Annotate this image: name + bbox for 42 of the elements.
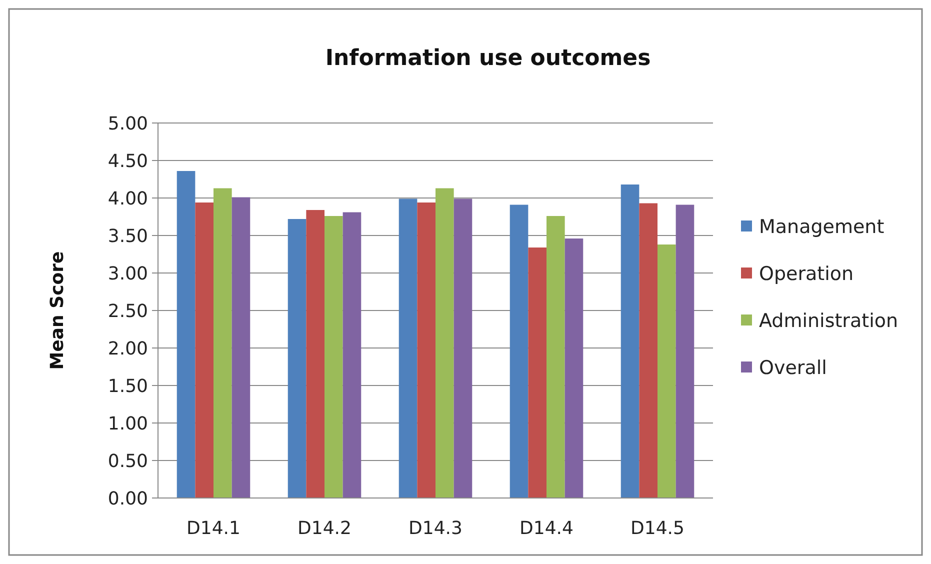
bar [342, 212, 362, 498]
bar [620, 184, 640, 498]
bar [232, 197, 250, 498]
bar [195, 202, 214, 498]
y-tick-label: 1.00 [108, 413, 148, 434]
bar [676, 204, 694, 498]
y-tick-label: 5.00 [108, 113, 148, 134]
bar [564, 238, 584, 498]
bar [436, 188, 454, 498]
legend-label: Administration [759, 310, 898, 332]
bar [658, 244, 676, 498]
bar [214, 188, 232, 498]
bar [528, 248, 546, 498]
bar [510, 204, 528, 498]
y-axis-title: Mean Score [47, 251, 68, 370]
bar [306, 210, 324, 498]
bar [176, 171, 196, 498]
legend-label: Management [759, 216, 884, 238]
legend-label: Overall [759, 357, 827, 380]
y-tick-label: 3.00 [108, 263, 148, 284]
y-tick-label: 3.50 [108, 226, 148, 247]
bar [639, 203, 658, 498]
y-tick-label: 1.50 [108, 376, 148, 397]
x-tick-label: D14.1 [186, 518, 240, 539]
y-tick-label: 4.00 [108, 188, 148, 210]
y-tick-label: 2.00 [108, 338, 148, 360]
bar [417, 202, 436, 498]
y-tick-label: 0.50 [108, 450, 148, 472]
bar [324, 216, 343, 498]
bar [546, 216, 565, 498]
y-tick-label: 4.50 [108, 150, 148, 172]
chart-title: Information use outcomes [325, 46, 651, 71]
bar [288, 219, 306, 498]
bar [454, 198, 472, 498]
y-tick-label: 0.00 [108, 488, 148, 510]
x-tick-label: D14.3 [408, 518, 462, 539]
x-tick-label: D14.4 [520, 518, 574, 539]
x-tick-label: D14.2 [298, 518, 352, 539]
bar [398, 198, 418, 498]
x-tick-label: D14.5 [630, 518, 684, 539]
y-tick-label: 2.50 [108, 300, 148, 322]
legend-label: Operation [759, 263, 854, 286]
